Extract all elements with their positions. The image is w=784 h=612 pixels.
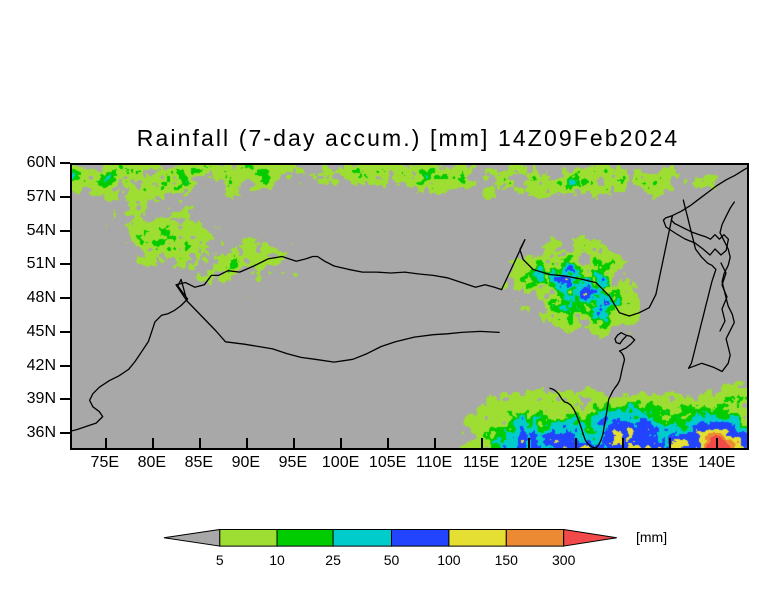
svg-text:300: 300 (552, 552, 576, 568)
svg-text:10: 10 (269, 552, 285, 568)
svg-text:5: 5 (216, 552, 224, 568)
svg-text:100: 100 (437, 552, 461, 568)
svg-text:50: 50 (384, 552, 400, 568)
svg-text:150: 150 (495, 552, 519, 568)
svg-text:25: 25 (325, 552, 341, 568)
svg-text:[mm]: [mm] (636, 529, 667, 545)
